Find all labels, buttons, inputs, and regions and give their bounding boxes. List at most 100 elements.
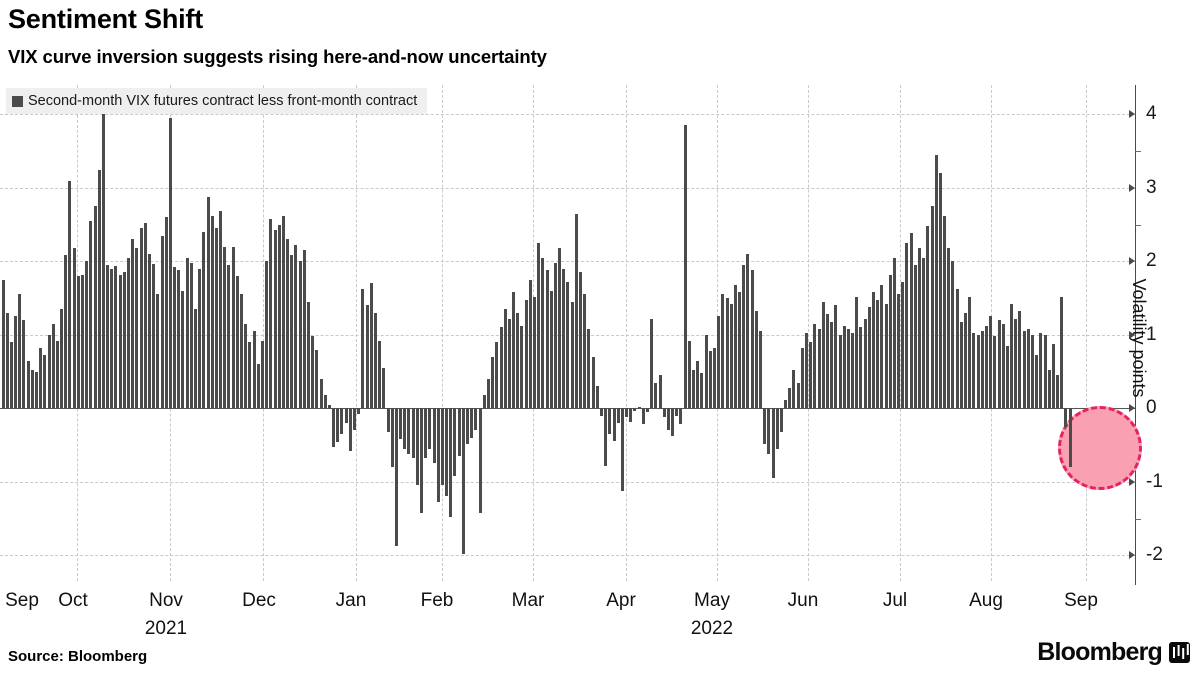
chart-bar bbox=[340, 408, 344, 435]
bloomberg-terminal-icon bbox=[1169, 642, 1190, 663]
chart-bar bbox=[587, 328, 591, 409]
chart-bar bbox=[390, 408, 394, 468]
chart-bar bbox=[369, 283, 373, 409]
chart-bar bbox=[286, 239, 290, 409]
chart-bar bbox=[964, 312, 968, 409]
x-axis-tick-label: Apr bbox=[606, 590, 636, 611]
chart-bar bbox=[884, 303, 888, 409]
chart-bar bbox=[746, 254, 750, 409]
chart-bar bbox=[269, 218, 273, 409]
chart-bar bbox=[654, 382, 658, 409]
chart-bar bbox=[353, 408, 357, 431]
chart-bar-highlighted bbox=[1068, 408, 1072, 468]
chart-bar bbox=[825, 314, 829, 409]
chart-bar bbox=[76, 276, 80, 409]
chart-bar bbox=[976, 334, 980, 409]
chart-bar bbox=[252, 331, 256, 409]
chart-bar bbox=[164, 217, 168, 409]
chart-bar bbox=[202, 231, 206, 409]
chart-bar bbox=[541, 257, 545, 409]
chart-bar bbox=[147, 254, 151, 409]
chart-bar bbox=[173, 267, 177, 409]
page-subtitle: VIX curve inversion suggests rising here… bbox=[8, 46, 547, 67]
chart-bar bbox=[474, 408, 478, 431]
chart-bar bbox=[645, 408, 649, 412]
chart-bar bbox=[248, 342, 252, 409]
y-axis-minor-tick bbox=[1135, 151, 1141, 153]
plot-inner bbox=[0, 85, 1135, 581]
chart-bar bbox=[319, 378, 323, 409]
chart-bar bbox=[951, 261, 955, 409]
chart-bar bbox=[733, 284, 737, 409]
chart-bar bbox=[1031, 334, 1034, 409]
chart-bar bbox=[14, 316, 18, 409]
chart-bar bbox=[599, 408, 603, 416]
chart-bar bbox=[1022, 331, 1026, 409]
chart-bar bbox=[1018, 311, 1022, 409]
chart-bar bbox=[327, 404, 331, 409]
chart-bar bbox=[767, 408, 771, 454]
chart-bar bbox=[758, 331, 762, 409]
chart-bar bbox=[1051, 343, 1055, 409]
chart-bar bbox=[851, 333, 855, 409]
chart-bar bbox=[788, 387, 792, 409]
chart-bar bbox=[118, 274, 122, 409]
chart-bar bbox=[671, 408, 675, 437]
brand-logo: Bloomberg bbox=[1037, 638, 1190, 667]
chart-bar bbox=[666, 408, 670, 431]
chart-bar bbox=[516, 312, 520, 409]
chart-bar bbox=[583, 294, 587, 409]
chart-bar bbox=[307, 301, 310, 409]
chart-bar bbox=[5, 312, 9, 409]
x-axis-tick-label: Nov bbox=[149, 590, 183, 611]
horizontal-gridline bbox=[0, 187, 1135, 189]
chart-bar bbox=[445, 408, 449, 497]
chart-bar bbox=[712, 348, 716, 409]
chart-bar bbox=[809, 342, 813, 409]
chart-bar bbox=[1039, 333, 1043, 409]
chart-bar bbox=[177, 270, 181, 409]
chart-bar bbox=[143, 223, 147, 409]
chart-bar bbox=[570, 301, 574, 409]
chart-bar bbox=[68, 180, 72, 409]
chart-bar bbox=[537, 242, 541, 409]
chart-bar bbox=[373, 312, 377, 409]
chart-bar bbox=[22, 320, 26, 409]
chart-bar bbox=[1026, 328, 1030, 409]
chart-bar bbox=[805, 333, 809, 409]
chart-bar bbox=[863, 318, 867, 409]
x-axis-tick-label: Dec bbox=[242, 590, 276, 611]
chart-bar bbox=[223, 246, 227, 409]
chart-bar bbox=[750, 270, 754, 409]
y-axis-tick-label: -1 bbox=[1146, 470, 1163, 492]
chart-bar bbox=[260, 340, 264, 409]
chart-bar bbox=[934, 154, 938, 409]
chart-bar bbox=[160, 235, 164, 409]
y-axis-minor-tick bbox=[1135, 298, 1141, 300]
chart-bar bbox=[867, 306, 871, 409]
chart-bar bbox=[411, 408, 415, 459]
chart-bar bbox=[926, 226, 930, 409]
chart-bar bbox=[800, 348, 804, 409]
chart-bar bbox=[361, 289, 365, 409]
chart-bar bbox=[968, 296, 972, 409]
chart-bar bbox=[595, 386, 599, 409]
chart-bar bbox=[683, 125, 687, 409]
chart-bar bbox=[503, 309, 507, 409]
chart-bar bbox=[717, 316, 721, 409]
chart-bar bbox=[39, 348, 43, 409]
chart-bar bbox=[913, 265, 917, 409]
chart-bar bbox=[842, 326, 846, 409]
x-axis-tick-label: Jan bbox=[335, 590, 367, 611]
chart-bar bbox=[51, 323, 55, 409]
chart-bar bbox=[859, 327, 863, 409]
chart-bar bbox=[436, 408, 440, 503]
y-axis-tick-label: 4 bbox=[1146, 103, 1157, 125]
chart-bar bbox=[432, 408, 436, 464]
chart-bar bbox=[453, 408, 457, 476]
chart-bar-highlighted bbox=[1064, 408, 1068, 427]
chart-bar bbox=[491, 356, 495, 409]
chart-bar bbox=[625, 408, 629, 418]
chart-bar bbox=[110, 268, 114, 409]
chart-bar bbox=[235, 276, 239, 409]
